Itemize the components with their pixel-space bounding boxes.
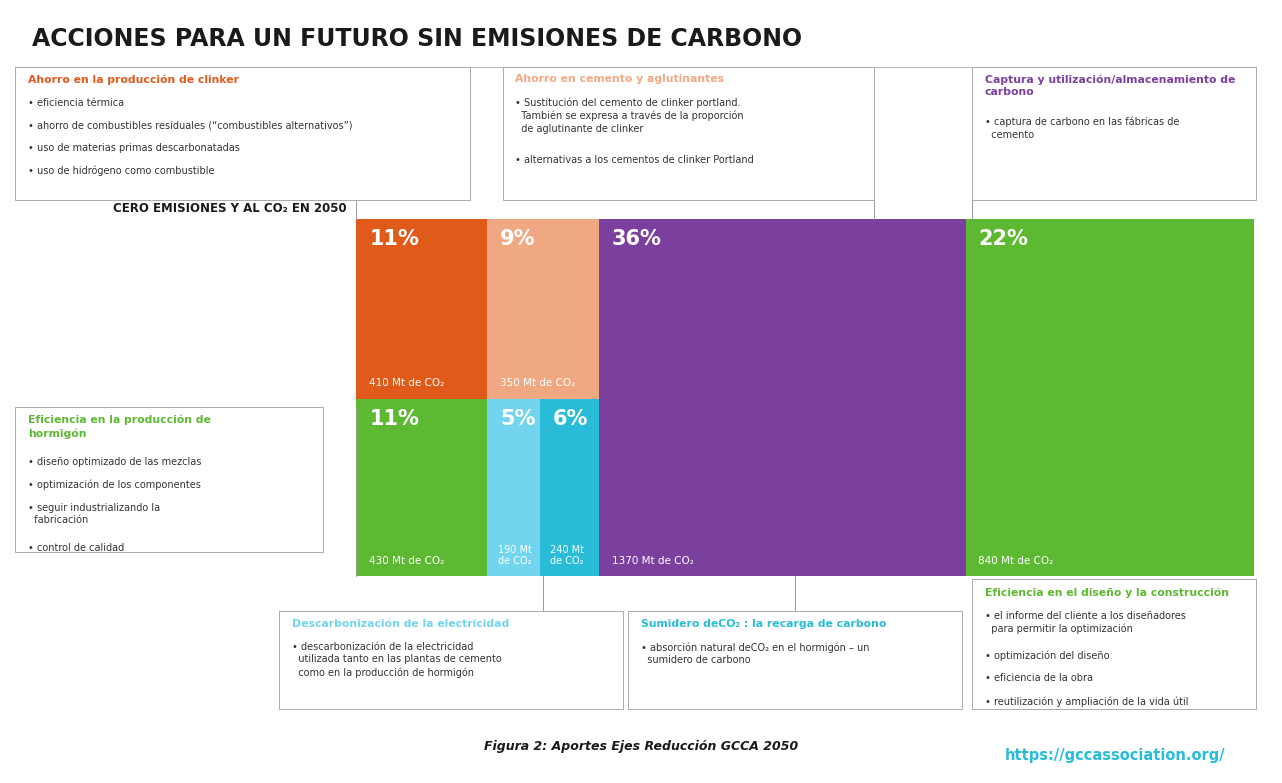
Text: • captura de carbono en las fábricas de
  cemento: • captura de carbono en las fábricas de … [985, 117, 1179, 139]
Text: • descarbonización de la electricidad
  utilizada tanto en las plantas de cement: • descarbonización de la electricidad ut… [292, 642, 503, 677]
Text: • uso de materias primas descarbonatadas: • uso de materias primas descarbonatadas [28, 143, 240, 153]
Text: • ahorro de combustibles residuales (“combustibles alternativos”): • ahorro de combustibles residuales (“co… [28, 121, 353, 131]
Text: Ahorro en cemento y aglutinantes: Ahorro en cemento y aglutinantes [515, 74, 724, 85]
Text: 36%: 36% [612, 229, 662, 249]
Text: 9%: 9% [500, 229, 536, 249]
Bar [15, 407, 323, 552]
Text: 5%: 5% [500, 409, 536, 429]
Text: Descarbonización de la electricidad: Descarbonización de la electricidad [292, 619, 509, 629]
Text: • diseño optimizado de las mezclas: • diseño optimizado de las mezclas [28, 457, 201, 467]
Text: ACCIONES PARA UN FUTURO SIN EMISIONES DE CARBONO: ACCIONES PARA UN FUTURO SIN EMISIONES DE… [32, 27, 803, 52]
Text: Eficiencia en el diseño y la construcción: Eficiencia en el diseño y la construcció… [985, 587, 1228, 597]
Text: Sumidero deCO₂ : la recarga de carbono: Sumidero deCO₂ : la recarga de carbono [641, 619, 886, 629]
Text: • eficiencia de la obra: • eficiencia de la obra [985, 673, 1092, 684]
Bar [599, 219, 965, 399]
Text: 350 Mt de CO₂: 350 Mt de CO₂ [500, 377, 576, 388]
Bar [15, 67, 470, 200]
Bar [356, 399, 487, 576]
Text: • Sustitución del cemento de clinker portland.
  También se expresa a través de : • Sustitución del cemento de clinker por… [515, 98, 744, 134]
Text: • reutilización y ampliación de la vida útil: • reutilización y ampliación de la vida … [985, 696, 1188, 706]
Bar [599, 399, 965, 576]
Text: Captura y utilización/almacenamiento de
carbono: Captura y utilización/almacenamiento de … [985, 74, 1235, 97]
Text: • optimización de los componentes: • optimización de los componentes [28, 480, 201, 490]
Text: • control de calidad: • control de calidad [28, 543, 124, 553]
Bar [972, 67, 1256, 200]
Text: https://gccassociation.org/: https://gccassociation.org/ [1005, 749, 1226, 763]
Text: • optimización del diseño: • optimización del diseño [985, 651, 1109, 661]
Bar [503, 67, 874, 200]
Text: 6%: 6% [553, 409, 588, 429]
Text: • uso de hidrógeno como combustible: • uso de hidrógeno como combustible [28, 166, 214, 176]
Text: 430 Mt de CO₂: 430 Mt de CO₂ [369, 556, 445, 566]
Bar [628, 611, 962, 709]
Text: 840 Mt de CO₂: 840 Mt de CO₂ [978, 556, 1054, 566]
Text: • absorción natural deCO₂ en el hormigón – un
  sumidero de carbono: • absorción natural deCO₂ en el hormigón… [641, 642, 869, 665]
Text: Ahorro en la producción de clinker: Ahorro en la producción de clinker [28, 74, 240, 85]
Text: 22%: 22% [978, 229, 1028, 249]
Text: 190 Mt
de CO₂: 190 Mt de CO₂ [497, 544, 532, 566]
Text: Figura 2: Aportes Ejes Reducción GCCA 2050: Figura 2: Aportes Ejes Reducción GCCA 20… [483, 740, 799, 753]
Bar [487, 219, 599, 399]
Text: PORCENTAJE DE CONTRIBUCIÓN AL
CERO EMISIONES Y AL CO₂ EN 2050: PORCENTAJE DE CONTRIBUCIÓN AL CERO EMISI… [113, 183, 346, 215]
Text: • el informe del cliente a los diseñadores
  para permitir la optimización: • el informe del cliente a los diseñador… [985, 611, 1186, 633]
Text: 11%: 11% [369, 229, 419, 249]
Bar [965, 399, 1254, 576]
Bar [972, 579, 1256, 709]
Text: • alternativas a los cementos de clinker Portland: • alternativas a los cementos de clinker… [515, 155, 754, 165]
Bar [279, 611, 623, 709]
Text: 410 Mt de CO₂: 410 Mt de CO₂ [369, 377, 445, 388]
Text: 11%: 11% [369, 409, 419, 429]
Text: • seguir industrializando la
  fabricación: • seguir industrializando la fabricación [28, 503, 160, 525]
Text: 240 Mt
de CO₂: 240 Mt de CO₂ [550, 544, 585, 566]
Bar [487, 399, 540, 576]
Text: • eficiencia térmica: • eficiencia térmica [28, 98, 124, 108]
Bar [965, 219, 1254, 399]
Bar [540, 399, 599, 576]
Bar [356, 219, 487, 399]
Text: Eficiencia en la producción de
hormigón: Eficiencia en la producción de hormigón [28, 415, 212, 438]
Text: 1370 Mt de CO₂: 1370 Mt de CO₂ [612, 556, 694, 566]
